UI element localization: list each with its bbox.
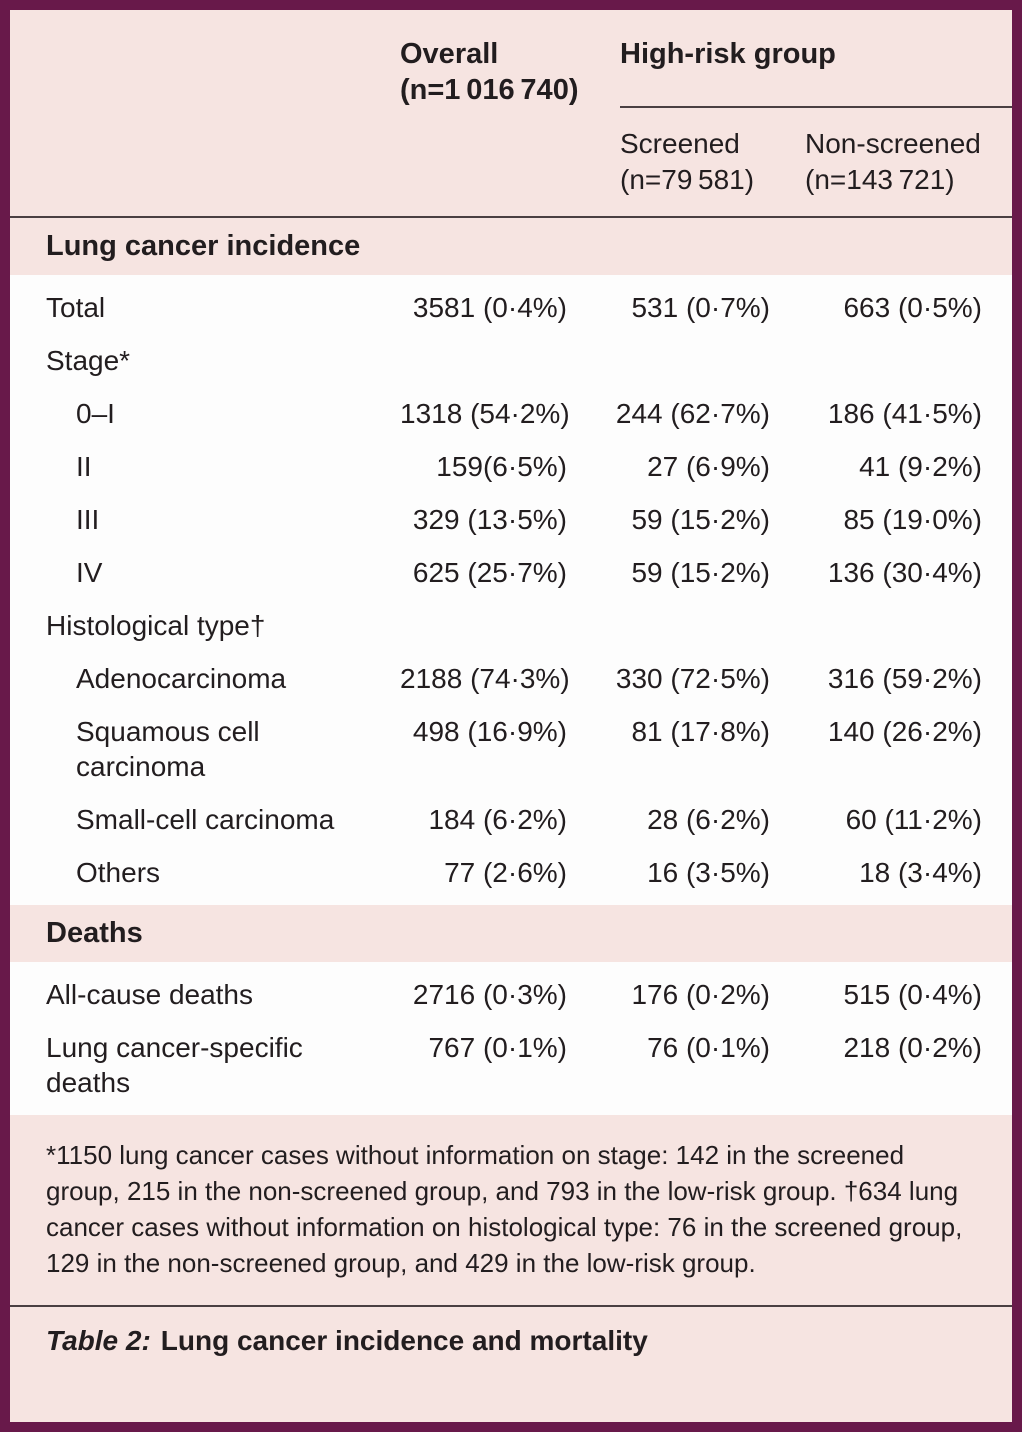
table-header: Overall (n=1 016 740) High-risk group Sc… (10, 10, 1012, 216)
overall-value: 184 (6·2%) (428, 804, 567, 835)
screened-value: 28 (6·2%) (647, 804, 770, 835)
overall-value: 77 (2·6%) (444, 857, 567, 888)
table-caption: Table 2: Lung cancer incidence and mortal… (10, 1305, 1012, 1383)
table-row: Stage* (10, 334, 1012, 387)
nonscreened-value: 316 (59·2%) (827, 663, 982, 694)
row-label: 0–I (76, 398, 115, 429)
nonscreened-value: 515 (0·4%) (843, 979, 982, 1010)
table-row: Small-cell carcinoma 184 (6·2%) 28 (6·2%… (10, 793, 1012, 846)
row-label: All-cause deaths (46, 979, 254, 1010)
row-label: Small-cell carcinoma (76, 804, 335, 835)
section-header-incidence: Lung cancer incidence (10, 216, 1012, 275)
row-label: III (76, 504, 100, 535)
nonscreened-value: 218 (0·2%) (843, 1032, 982, 1063)
nonscreened-value: 18 (3·4%) (859, 857, 982, 888)
screened-value: 76 (0·1%) (647, 1032, 770, 1063)
nonscreened-value: 140 (26·2%) (827, 716, 982, 747)
header-overall-n: (n=1 016 740) (400, 74, 579, 106)
header-high-risk-label: High-risk group (620, 36, 1012, 108)
screened-value: 16 (3·5%) (647, 857, 770, 888)
screened-value: 330 (72·5%) (615, 663, 770, 694)
overall-value: 498 (16·9%) (412, 716, 567, 747)
header-screened-label: Screened (620, 128, 740, 159)
table-row: Lung cancer-specific deaths 767 (0·1%) 7… (10, 1021, 1012, 1109)
table-row: Others 77 (2·6%) 16 (3·5%) 18 (3·4%) (10, 846, 1012, 899)
table-row: IV 625 (25·7%) 59 (15·2%) 136 (30·4%) (10, 546, 1012, 599)
table-row: All-cause deaths 2716 (0·3%) 176 (0·2%) … (10, 968, 1012, 1021)
screened-value: 176 (0·2%) (631, 979, 770, 1010)
nonscreened-value: 663 (0·5%) (843, 292, 982, 323)
nonscreened-value: 41 (9·2%) (859, 451, 982, 482)
table-footnote: *1150 lung cancer cases without informat… (46, 1140, 963, 1278)
overall-value: 767 (0·1%) (428, 1032, 567, 1063)
table-row: Histological type† (10, 599, 1012, 652)
nonscreened-value: 136 (30·4%) (827, 557, 982, 588)
table-row: Total 3581 (0·4%) 531 (0·7%) 663 (0·5%) (10, 281, 1012, 334)
row-label: Stage* (46, 345, 131, 376)
header-overall: Overall (n=1 016 740) (400, 36, 585, 108)
header-high-risk-group: High-risk group (585, 36, 1012, 108)
table-row: Adenocarcinoma 2188 (74·3%) 330 (72·5%) … (10, 652, 1012, 705)
row-label: Adenocarcinoma (76, 663, 287, 694)
header-non-screened-n: (n=143 721) (805, 164, 955, 195)
row-label: Histological type† (46, 610, 266, 641)
table-row: II 159(6·5%) 27 (6·9%) 41 (9·2%) (10, 440, 1012, 493)
table-row: III 329 (13·5%) 59 (15·2%) 85 (19·0%) (10, 493, 1012, 546)
header-non-screened-label: Non-screened (805, 128, 981, 159)
screened-value: 531 (0·7%) (631, 292, 770, 323)
nonscreened-value: 60 (11·2%) (845, 804, 982, 835)
row-label: II (76, 451, 92, 482)
section-rows-incidence: Total 3581 (0·4%) 531 (0·7%) 663 (0·5%) … (10, 275, 1012, 905)
caption-title: Lung cancer incidence and mortality (160, 1325, 648, 1356)
header-overall-label: Overall (400, 38, 499, 70)
header-screened-n: (n=79 581) (620, 164, 755, 195)
overall-value: 3581 (0·4%) (412, 292, 567, 323)
overall-value: 1318 (54·2%) (400, 398, 570, 429)
overall-value: 2188 (74·3%) (400, 663, 570, 694)
overall-value: 2716 (0·3%) (412, 979, 567, 1010)
table-row: 0–I 1318 (54·2%) 244 (62·7%) 186 (41·5%) (10, 387, 1012, 440)
overall-value: 329 (13·5%) (412, 504, 567, 535)
header-screened: Screened (n=79 581) (585, 126, 790, 198)
caption-prefix: Table 2: (46, 1325, 151, 1356)
nonscreened-value: 186 (41·5%) (827, 398, 982, 429)
screened-value: 59 (15·2%) (631, 504, 770, 535)
screened-value: 59 (15·2%) (631, 557, 770, 588)
table-row: Squamous cell carcinoma 498 (16·9%) 81 (… (10, 705, 1012, 793)
header-non-screened: Non-screened (n=143 721) (790, 126, 1012, 198)
screened-value: 81 (17·8%) (631, 716, 770, 747)
row-label: Total (46, 292, 106, 323)
section-rows-deaths: All-cause deaths 2716 (0·3%) 176 (0·2%) … (10, 962, 1012, 1115)
row-label: Others (76, 857, 161, 888)
screened-value: 244 (62·7%) (615, 398, 770, 429)
row-label: Lung cancer-specific deaths (46, 1032, 303, 1098)
section-header-deaths: Deaths (10, 905, 1012, 962)
nonscreened-value: 85 (19·0%) (843, 504, 982, 535)
overall-value: 159(6·5%) (436, 451, 567, 482)
row-label: IV (76, 557, 103, 588)
overall-value: 625 (25·7%) (412, 557, 567, 588)
row-label: Squamous cell carcinoma (76, 716, 260, 782)
screened-value: 27 (6·9%) (647, 451, 770, 482)
